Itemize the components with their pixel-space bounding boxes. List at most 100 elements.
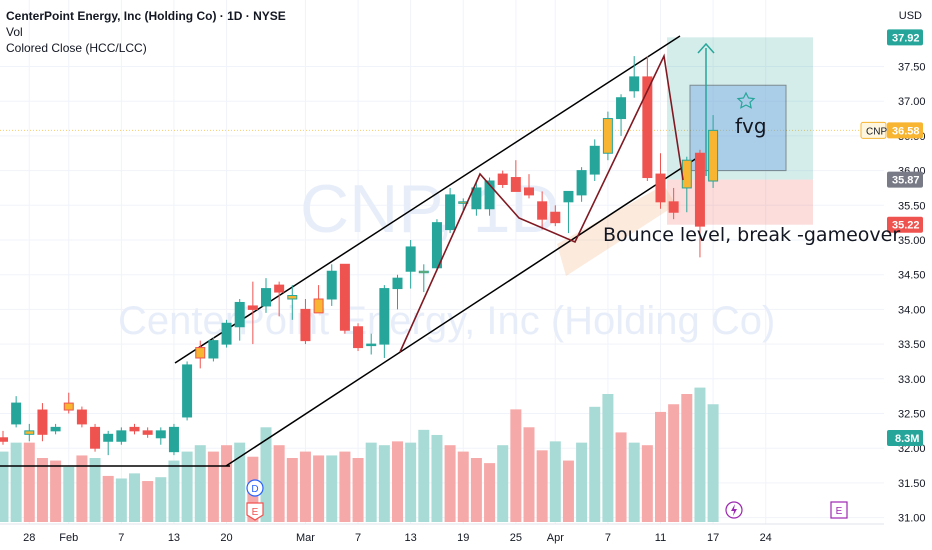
volume-bar [536,450,548,522]
candle-body [90,426,101,449]
price-tick-label: 37.50 [898,62,926,74]
time-tick-label: Mar [296,532,315,544]
candle-body [103,433,114,442]
volume-marker-label: 8.3M [895,433,919,445]
volume-bar [457,451,469,522]
earnings-marker [246,502,264,521]
zigzag-line [399,53,684,353]
volume-bar [392,441,403,522]
currency-label[interactable]: USD [898,10,922,22]
symbol-title[interactable]: CenterPoint Energy, Inc (Holding Co) · 1… [6,9,286,23]
price-marker [887,29,923,46]
candle-body [589,145,600,175]
volume-bar [63,466,75,522]
trend-channel [0,35,704,467]
price-tick-label: 37.00 [898,96,926,108]
volume-bar [10,442,22,522]
candle-body [76,409,87,425]
price-tick-label: 34.50 [898,270,926,282]
candle-body [208,340,219,359]
candle-body [497,173,508,185]
candle-body [221,322,232,345]
volume-bar [510,409,522,522]
volume-bar [628,442,640,522]
symbol-tag-label: CNP [866,126,887,137]
candle-body [326,270,337,300]
candle-body [563,190,574,203]
price-marker [887,122,923,139]
candle-body [313,298,324,314]
candle-body [484,180,495,210]
candle-body [182,364,193,418]
candle-body [142,430,153,435]
volume-bar [470,458,482,522]
volume-bar [641,445,653,522]
candle-body [300,308,311,342]
candle-body [168,426,179,453]
time-axis: 28 Feb 7 13 20 Mar 7 13 19 25 Apr 7 11 17 24 D E E [0,479,884,544]
volume-bar [352,458,364,522]
time-tick-label: 7 [605,532,611,544]
chart-legend: CenterPoint Energy, Inc (Holding Co) · 1… [6,8,286,56]
price-marker-label: 35.87 [892,175,920,187]
price-tick-label: 35.50 [898,200,926,212]
price-marker [887,216,923,233]
volume-bar [76,455,88,522]
volume-bar [378,445,390,522]
price-tick-label: 35.00 [898,235,926,247]
volume-bar [23,442,35,522]
candle-body [668,201,679,213]
volume-bar [155,477,167,522]
volume-bar [0,451,9,522]
volume-indicator-label[interactable]: Vol [6,25,23,39]
volume-bar [668,404,680,522]
time-tick-label: 13 [168,532,180,544]
bounce-annotation[interactable]: Bounce level, break -gameover [603,224,901,246]
candle-body [642,76,653,179]
future-earnings-marker [830,501,848,519]
candle-body [379,288,390,345]
volume-bar [549,441,561,522]
candle-body [129,426,140,432]
candle-body [405,246,416,272]
price-axis: 31.00 31.50 32.00 32.50 33.00 33.50 34.00 34.50… [860,29,926,525]
volume-bar [707,404,719,522]
time-tick-label: 19 [457,532,469,544]
price-marker-label: 36.58 [892,125,920,137]
time-tick-label: 20 [220,532,232,544]
volume-bar [523,427,535,522]
volume-bar [615,432,627,522]
price-marker [887,171,923,188]
time-tick-label: 17 [707,532,719,544]
candle-body [708,129,719,182]
volume-bar [36,458,48,522]
candle-body [63,402,74,411]
zigzag-pattern [399,42,715,353]
candle-body [550,211,561,224]
colored-close-indicator-label[interactable]: Colored Close (HCC/LCC) [6,41,147,55]
volume-bar [102,475,114,522]
volume-bar [418,429,430,522]
price-tick-label: 32.50 [898,409,926,421]
volume-bar [694,387,706,522]
time-tick-label: Apr [547,532,564,544]
candle-body [24,430,35,435]
time-tick-label: 7 [118,532,124,544]
candle-body [510,177,521,192]
candle-body [247,305,258,310]
price-tick-label: 31.00 [898,513,926,525]
time-tick-label: 11 [655,532,666,544]
price-tick-label: 32.00 [898,443,926,455]
candle-body [195,347,206,359]
volume-bars [0,387,719,522]
candle-body [471,187,482,210]
candle-body [234,301,245,328]
bounce-zone [557,185,676,276]
fvg-annotation[interactable]: fvg [735,114,767,138]
candle-body [339,263,350,331]
volume-bar [207,451,219,522]
volume-bar [405,442,417,522]
candle-body [681,159,692,189]
target-arrow-head [697,42,715,54]
